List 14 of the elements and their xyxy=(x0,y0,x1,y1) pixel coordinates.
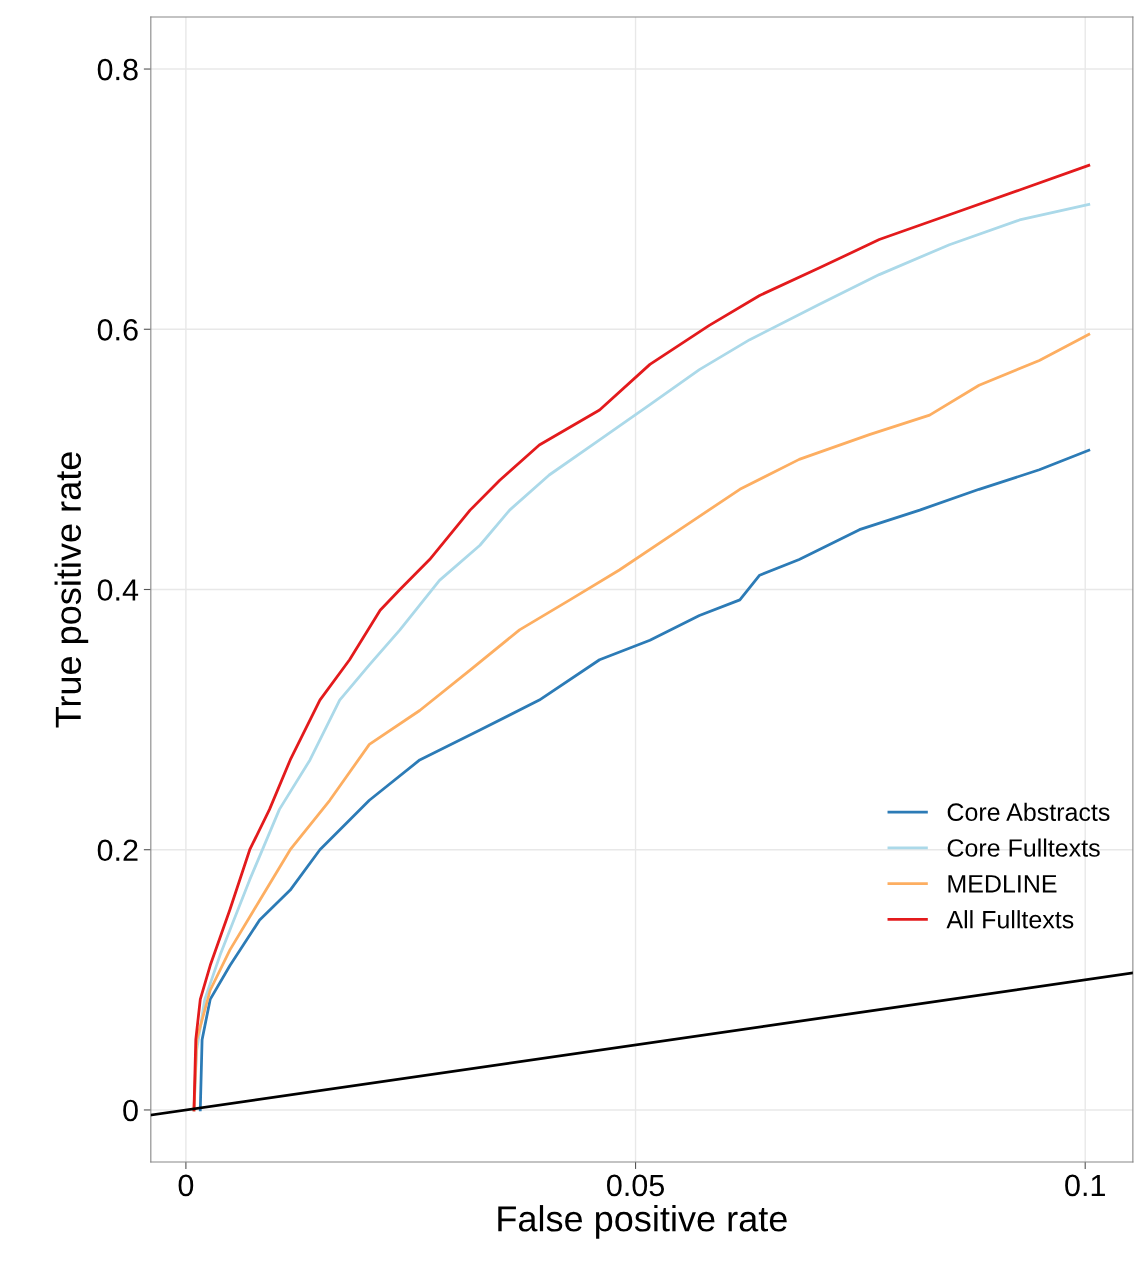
y-tick-label: 0.2 xyxy=(97,839,138,862)
legend-label: Core Fulltexts xyxy=(947,838,1100,857)
y-tick-label: 0.8 xyxy=(97,58,138,81)
legend-label: All Fulltexts xyxy=(946,910,1074,929)
legend-label: Core Abstracts xyxy=(947,802,1110,822)
x-axis-title: False positive rate xyxy=(498,1205,787,1239)
x-tick-label: 0.1 xyxy=(1065,1174,1105,1197)
y-tick-label: 0.6 xyxy=(97,319,138,341)
legend-label: MEDLINE xyxy=(948,875,1057,893)
x-tick-label: 0.05 xyxy=(607,1174,665,1197)
y-axis-title: True positive rate xyxy=(54,452,89,728)
y-tick-label: 0.4 xyxy=(97,579,139,601)
x-tick-label: 0 xyxy=(178,1174,194,1197)
y-tick-label: 0 xyxy=(123,1099,138,1122)
